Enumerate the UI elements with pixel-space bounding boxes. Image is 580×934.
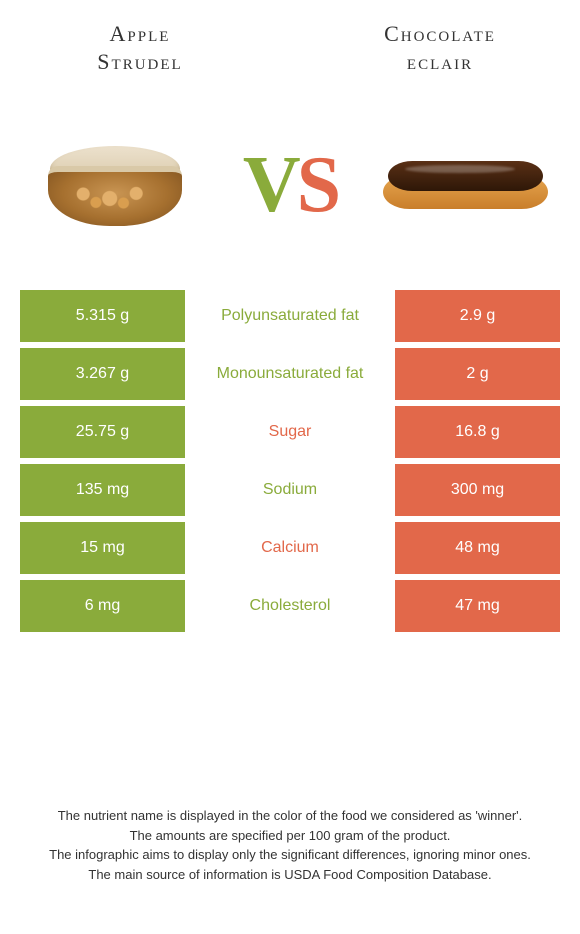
nutrient-label: Cholesterol [185,580,395,632]
left-value: 15 mg [20,522,185,574]
table-row: 15 mgCalcium48 mg [20,522,560,574]
left-value: 3.267 g [20,348,185,400]
right-value: 300 mg [395,464,560,516]
table-row: 25.75 gSugar16.8 g [20,406,560,458]
table-row: 3.267 gMonounsaturated fat2 g [20,348,560,400]
table-row: 5.315 gPolyunsaturated fat2.9 g [20,290,560,342]
left-value: 6 mg [20,580,185,632]
right-value: 16.8 g [395,406,560,458]
footer-line1: The nutrient name is displayed in the co… [30,806,550,826]
right-food-image [380,125,550,245]
right-title-line2: eclair [407,49,473,74]
footer-line3: The infographic aims to display only the… [30,845,550,865]
comparison-table: 5.315 gPolyunsaturated fat2.9 g 3.267 gMo… [20,290,560,632]
footer-line4: The main source of information is USDA F… [30,865,550,885]
nutrient-label: Monounsaturated fat [185,348,395,400]
right-title-line1: Chocolate [384,21,496,46]
left-title-line2: Strudel [97,49,182,74]
left-food-image [30,125,200,245]
nutrient-label: Sodium [185,464,395,516]
left-food-title: Apple Strudel [40,20,240,75]
right-value: 2.9 g [395,290,560,342]
left-value: 5.315 g [20,290,185,342]
vs-v: V [243,141,297,229]
footer-notes: The nutrient name is displayed in the co… [0,806,580,884]
left-value: 135 mg [20,464,185,516]
vs-s: S [297,141,338,229]
right-value: 48 mg [395,522,560,574]
right-value: 47 mg [395,580,560,632]
nutrient-label: Polyunsaturated fat [185,290,395,342]
header: Apple Strudel Chocolate eclair [0,0,580,85]
chocolate-eclair-icon [383,158,548,213]
images-row: VS [0,85,580,275]
vs-label: VS [243,140,337,231]
left-title-line1: Apple [110,21,171,46]
footer-line2: The amounts are specified per 100 gram o… [30,826,550,846]
nutrient-label: Sugar [185,406,395,458]
nutrient-label: Calcium [185,522,395,574]
right-value: 2 g [395,348,560,400]
apple-strudel-icon [40,138,190,233]
left-value: 25.75 g [20,406,185,458]
right-food-title: Chocolate eclair [340,20,540,75]
table-row: 135 mgSodium300 mg [20,464,560,516]
table-row: 6 mgCholesterol47 mg [20,580,560,632]
